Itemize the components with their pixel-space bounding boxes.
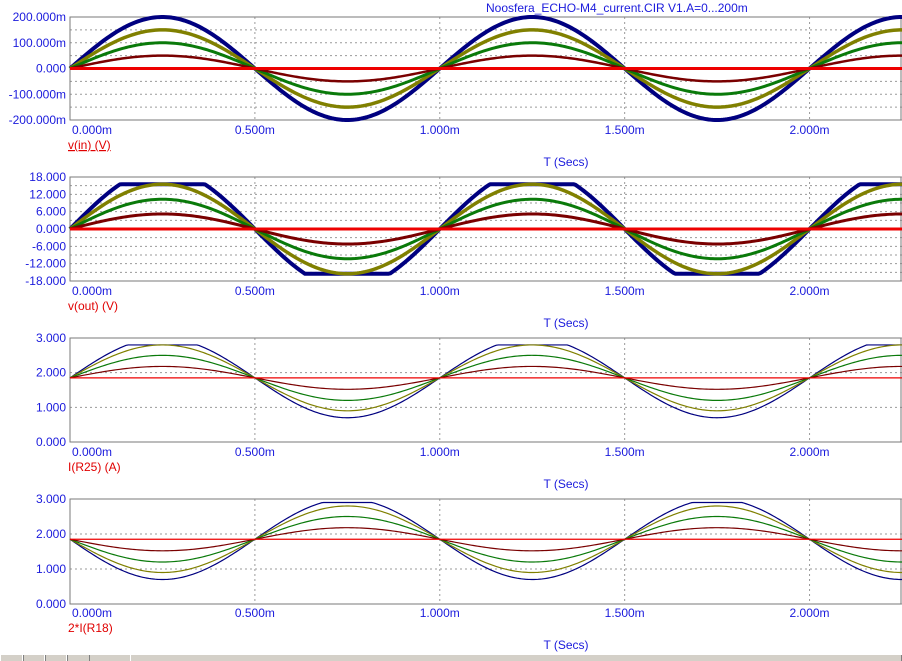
y-tick-label: 0.000 (36, 222, 66, 236)
y-tick-label: 3.000 (36, 331, 66, 345)
x-tick-label: 1.500m (605, 123, 645, 137)
x-tick-label: 1.000m (420, 445, 460, 459)
x-tick-label: 0.500m (235, 445, 275, 459)
x-tick-label: 0.000m (72, 284, 112, 298)
y-tick-label: 1.000 (36, 562, 66, 576)
trace-line (69, 344, 902, 412)
x-tick-label: 2.000m (790, 606, 830, 620)
trace-line (69, 197, 902, 261)
status-bar-pane (130, 655, 902, 661)
status-bar-pane (0, 655, 24, 661)
x-tick-label: 0.000m (72, 606, 112, 620)
trace-line (69, 505, 902, 574)
x-tick-label: 1.000m (420, 284, 460, 298)
x-tick-label: 1.500m (605, 284, 645, 298)
y-tick-label: -100.000m (9, 87, 66, 101)
x-tick-label: 1.000m (420, 123, 460, 137)
status-bar (0, 655, 902, 661)
y-tick-label: 100.000m (13, 36, 66, 50)
y-axis-label: I(R25) (A) (68, 460, 121, 474)
chart-panel-3: 3.000 2.000 1.000 0.000 0.000m 0.500m 1.000m 1.… (36, 331, 902, 491)
trace-line (68, 15, 902, 122)
y-tick-label: 6.000 (36, 205, 66, 219)
x-tick-label: 2.000m (790, 445, 830, 459)
y-tick-label: 1.000 (36, 400, 66, 414)
y-tick-label: 2.000 (36, 527, 66, 541)
y-tick-label: 12.000 (29, 187, 66, 201)
x-tick-label: 0.000m (72, 123, 112, 137)
y-tick-label: -18.000 (25, 274, 66, 288)
x-tick-label: 1.500m (605, 606, 645, 620)
status-bar-pane (66, 655, 90, 661)
x-tick-label: 0.500m (235, 123, 275, 137)
chart-panel-1: 200.000m 100.000m 0.000 -100.000m -200.000m 0… (9, 10, 902, 169)
y-axis-label: v(out) (V) (68, 299, 118, 313)
y-tick-label: 0.000 (36, 435, 66, 449)
x-tick-label: 2.000m (790, 123, 830, 137)
y-tick-label: 200.000m (13, 10, 66, 24)
y-tick-label: -6.000 (32, 239, 66, 253)
x-tick-label: 0.000m (72, 445, 112, 459)
trace-line (69, 501, 902, 581)
analysis-title: Noosfera_ECHO-M4_current.CIR V1.A=0...20… (486, 1, 748, 15)
x-tick-label: 0.500m (235, 284, 275, 298)
trace-line (69, 365, 902, 390)
x-axis-label: T (Secs) (543, 638, 588, 652)
y-tick-label: 18.000 (29, 170, 66, 184)
x-tick-label: 0.500m (235, 606, 275, 620)
y-tick-label: 0.000 (36, 597, 66, 611)
y-axis-label: 2*I(R18) (68, 621, 113, 635)
status-bar-pane (22, 655, 46, 661)
x-axis-label: T (Secs) (543, 477, 588, 491)
x-tick-label: 1.000m (420, 606, 460, 620)
y-tick-label: -12.000 (25, 257, 66, 271)
trace-line (68, 182, 902, 276)
trace-line (69, 515, 902, 563)
plot-frame (69, 498, 902, 605)
chart-panel-4: 3.000 2.000 1.000 0.000 0.000m 0.500m 1.000m 1.… (36, 492, 902, 652)
y-tick-label: 0.000 (36, 62, 66, 76)
status-bar-pane (44, 655, 68, 661)
y-tick-label: 3.000 (36, 492, 66, 506)
y-tick-label: 2.000 (36, 366, 66, 380)
trace-line (69, 354, 902, 401)
trace-line (69, 344, 902, 419)
trace-line (69, 28, 902, 109)
trace-line (68, 182, 902, 276)
x-axis-label: T (Secs) (543, 155, 588, 169)
trace-line (69, 212, 902, 246)
y-tick-label: -200.000m (9, 113, 66, 127)
trace-line (69, 54, 902, 83)
plot-frame (69, 337, 902, 443)
x-tick-label: 2.000m (790, 284, 830, 298)
trace-line (69, 527, 902, 552)
chart-panel-2: 18.000 12.000 6.000 0.000 -6.000 -12.000 -18.0… (25, 170, 902, 330)
x-axis-label: T (Secs) (543, 316, 588, 330)
trace-line (69, 41, 902, 96)
x-tick-label: 1.500m (605, 445, 645, 459)
y-axis-label: v(in) (V) (68, 138, 111, 152)
